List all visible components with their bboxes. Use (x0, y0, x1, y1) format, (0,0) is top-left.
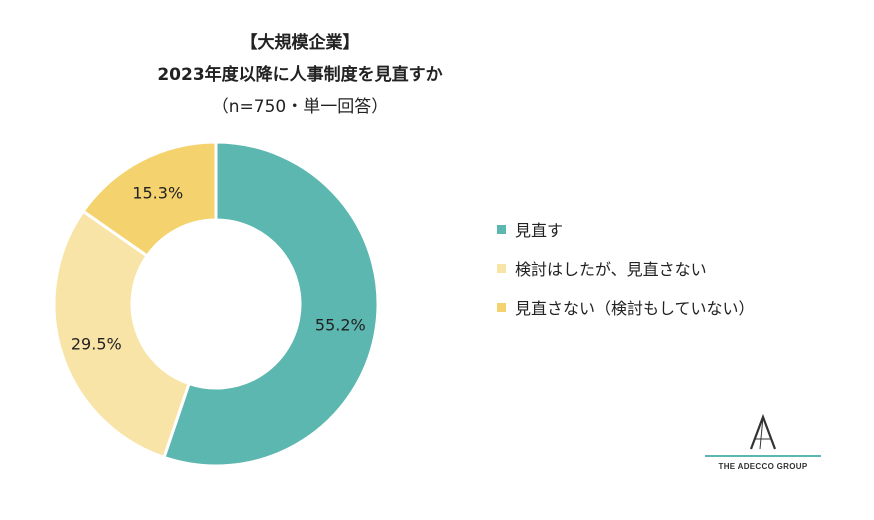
slice-value-label: 55.2% (315, 315, 366, 334)
legend-swatch (497, 224, 506, 234)
donut-slice (81, 140, 218, 259)
chart-title: 2023年度以降に人事制度を見直すか (157, 65, 443, 85)
chart-title-block: 【大規模企業】 2023年度以降に人事制度を見直すか （n=750・単一回答） (0, 32, 600, 118)
chart-legend: 見直す 検討はしたが、見直さない 見直さない（検討もしていない） (497, 218, 755, 335)
legend-label: 見直さない（検討もしていない） (515, 299, 755, 318)
slice-value-label: 29.5% (71, 334, 122, 353)
chart-subtitle: （n=750・単一回答） (211, 97, 389, 117)
chart-title-segment: 【大規模企業】 (240, 33, 360, 53)
donut-slice (162, 140, 380, 468)
legend-label: 検討はしたが、見直さない (515, 260, 707, 279)
legend-swatch (497, 302, 506, 312)
legend-label: 見直す (515, 221, 564, 240)
donut-slice (52, 209, 191, 460)
legend-swatch (497, 263, 506, 273)
logo-text: THE ADECCO GROUP (718, 462, 808, 471)
adecco-logo: THE ADECCO GROUP (705, 414, 821, 474)
logo-divider (705, 455, 821, 457)
adecco-a-icon (749, 414, 777, 450)
slice-value-label: 15.3% (132, 183, 183, 202)
legend-item-review: 見直す (497, 218, 755, 240)
legend-item-considered-no-review: 検討はしたが、見直さない (497, 257, 755, 279)
legend-item-no-review: 見直さない（検討もしていない） (497, 296, 755, 318)
